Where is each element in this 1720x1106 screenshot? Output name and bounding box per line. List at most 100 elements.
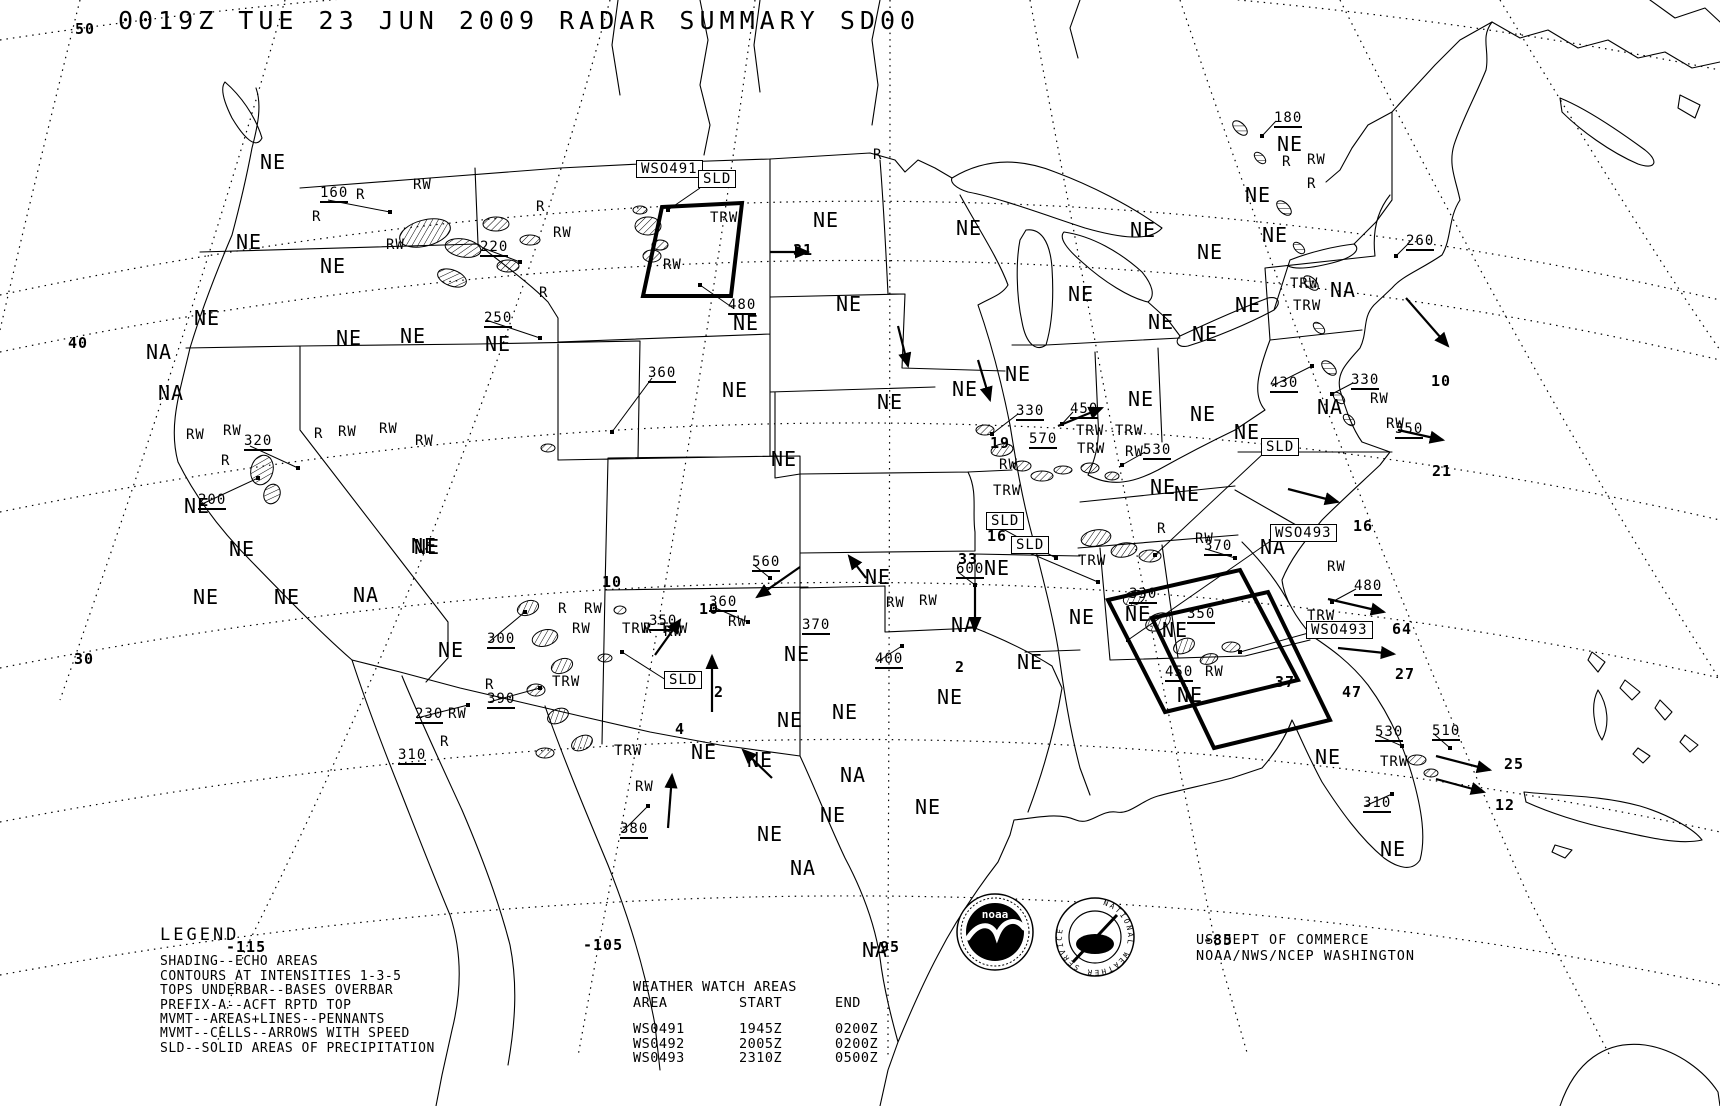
map-label: 400 [875, 651, 904, 669]
map-label: RW [635, 779, 654, 795]
map-label: RW [379, 421, 398, 437]
map-label: R [1307, 176, 1317, 192]
leader-line [416, 704, 469, 719]
map-label: 10 [699, 600, 720, 618]
map-label: NE [1148, 310, 1175, 334]
leader-endpoint [1330, 600, 1334, 604]
map-label: 19 [990, 434, 1011, 452]
leader-line [1364, 793, 1393, 807]
watch-cell: 2310Z [739, 1050, 783, 1066]
map-label: NE [320, 254, 347, 278]
weather-watch-box [1149, 589, 1333, 751]
map-label: 40 [68, 334, 89, 352]
echo-area [1030, 470, 1054, 482]
leader-endpoint [1153, 553, 1157, 557]
leader-endpoint [518, 260, 522, 264]
map-label: R [539, 285, 549, 301]
echo-area [1080, 529, 1112, 547]
map-label: RW [338, 424, 357, 440]
leader-endpoint [1394, 254, 1398, 258]
map-label: RW [1205, 664, 1224, 680]
watch-cell: 2005Z [739, 1035, 783, 1052]
legend-line: MVMT--CELLS--ARROWS WITH SPEED [160, 1026, 410, 1042]
leader-endpoint [1448, 746, 1452, 750]
leader-endpoint [523, 610, 527, 614]
echo-area [597, 653, 613, 663]
watch-cell: 1945Z [739, 1021, 783, 1037]
legend-line: PREFIX-A--ACFT RPTD TOP [160, 997, 352, 1013]
leader-line [1127, 539, 1273, 641]
echo-area [1173, 637, 1195, 655]
map-label: TRW [1078, 553, 1107, 569]
map-label: 310 [398, 747, 427, 765]
echo-area [571, 734, 593, 752]
map-label: R [440, 734, 450, 750]
map-label: NE [836, 292, 863, 316]
leader-endpoint [538, 336, 542, 340]
map-label: 480 [728, 297, 757, 315]
echo-area [1312, 321, 1326, 335]
chart-title: 0019Z TUE 23 JUN 2009 RADAR SUMMARY SD00 [118, 6, 921, 35]
leader-endpoint [1120, 463, 1124, 467]
map-label: NE [438, 638, 465, 662]
leader-endpoint [1310, 364, 1314, 368]
legend-lines: SHADING--ECHO AREAS CONTOURS AT INTENSITI… [160, 954, 435, 1056]
map-label: 360 [648, 365, 677, 383]
map-label: 30 [74, 650, 95, 668]
echo-area [526, 683, 546, 697]
map-label: NA [158, 381, 185, 405]
leader-line [1261, 120, 1277, 137]
map-label: 330 [1016, 403, 1045, 421]
watch-table-rows: WS0491 1945Z 0200Z WS0492 2005Z 0200Z WS0493 23… [633, 1022, 905, 1066]
echo-area [1053, 465, 1073, 475]
map-label: 480 [1354, 578, 1383, 596]
map-label: RW [572, 621, 591, 637]
map-label: RW [584, 601, 603, 617]
map-label: NE [260, 150, 287, 174]
cell-movement-arrow [1287, 487, 1341, 506]
leader-line [199, 477, 259, 506]
map-label: 310 [1363, 795, 1392, 813]
map-label: TRW [660, 621, 689, 637]
map-label: NE [1128, 387, 1155, 411]
map-label: TRW [1077, 441, 1106, 457]
map-label: 350 [1187, 606, 1216, 624]
echo-area [1080, 462, 1100, 474]
echo-area [1321, 360, 1337, 376]
echo-area [1407, 754, 1427, 766]
map-label: RW [386, 237, 405, 253]
map-label: NE [1315, 745, 1342, 769]
map-label: NE [733, 311, 760, 335]
leader-endpoint [900, 644, 904, 648]
boxed-label: WSO493 [1270, 524, 1337, 542]
map-label: NE [274, 585, 301, 609]
echo-area [613, 605, 627, 615]
echo-area [437, 268, 467, 288]
leader-endpoint [1400, 744, 1404, 748]
echo-area [250, 454, 274, 486]
map-label: 47 [1342, 683, 1363, 701]
map-label: NE [236, 230, 263, 254]
map-label: RW [728, 614, 747, 630]
map-label: R [873, 147, 883, 163]
leader-line [1239, 631, 1313, 653]
map-label: NE [1234, 420, 1261, 444]
map-label: 560 [752, 554, 781, 572]
map-label: 220 [480, 239, 509, 257]
boxed-label: SLD [986, 512, 1025, 530]
leader-line [699, 284, 734, 309]
map-label: NE [877, 390, 904, 414]
map-label: NA [840, 763, 867, 787]
map-label: 37 [1275, 673, 1296, 691]
map-label: NE [1192, 322, 1219, 346]
map-label: NE [722, 378, 749, 402]
nws-logo-icon: NATIONAL WEATHER SERVICE [1055, 897, 1135, 977]
map-label: NA [790, 856, 817, 880]
cell-movement-arrow [1435, 754, 1493, 774]
map-label: RW [1125, 444, 1144, 460]
map-label: 12 [1495, 796, 1516, 814]
echo-area [1292, 241, 1306, 255]
watch-cell: WS0491 [633, 1021, 685, 1037]
map-label: 390 [487, 691, 516, 709]
radar-overlay [199, 120, 1493, 833]
